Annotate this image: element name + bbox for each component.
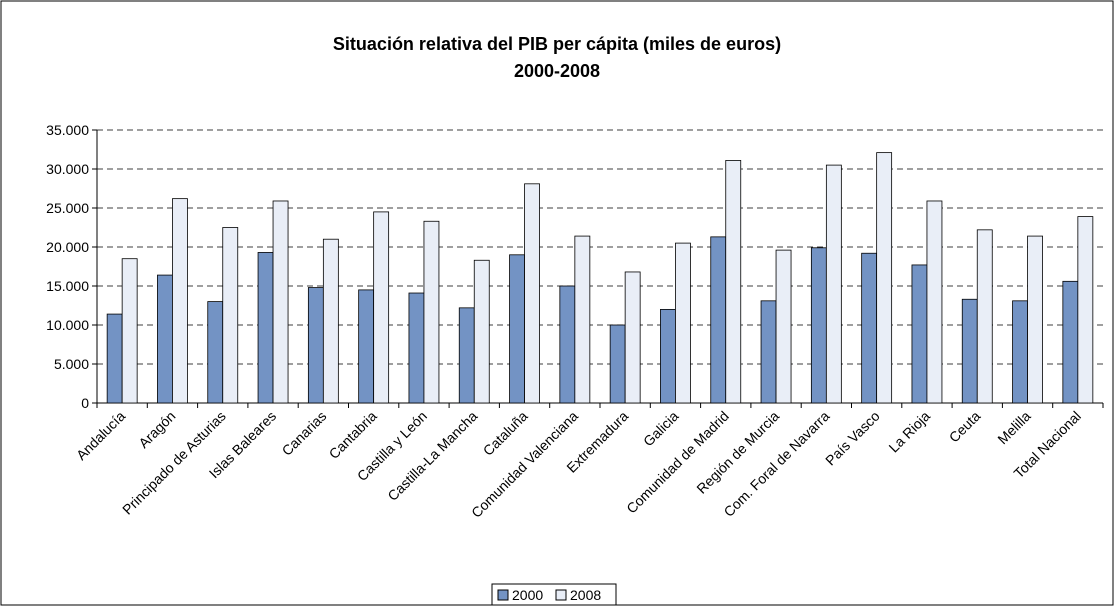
- bar: [710, 236, 727, 404]
- chart-subtitle: 2000-2008: [514, 61, 600, 81]
- bar: [624, 271, 641, 404]
- y-tick-label: 0: [81, 395, 89, 411]
- chart-title: Situación relativa del PIB per cápita (m…: [333, 34, 781, 54]
- legend-label: 2008: [570, 587, 601, 603]
- bar: [172, 198, 188, 404]
- bar: [559, 285, 576, 404]
- bar: [574, 235, 591, 404]
- bar: [207, 301, 224, 404]
- bar: [307, 287, 324, 404]
- bar: [926, 200, 943, 404]
- bar: [810, 247, 827, 404]
- bar: [976, 229, 993, 404]
- y-tick-label: 35.000: [46, 122, 89, 138]
- y-tick-label: 15.000: [46, 278, 89, 294]
- bar: [1062, 280, 1079, 404]
- bar: [373, 211, 390, 404]
- bar: [509, 254, 525, 404]
- bar: [423, 220, 440, 404]
- bar: [524, 183, 540, 404]
- bar: [272, 200, 289, 404]
- bar: [408, 292, 425, 404]
- bar: [458, 307, 475, 404]
- y-tick-label: 30.000: [46, 161, 89, 177]
- y-tick-label: 25.000: [46, 200, 89, 216]
- bar: [106, 313, 123, 404]
- bar: [1077, 216, 1094, 404]
- bar: [725, 160, 742, 404]
- bar: [257, 252, 274, 404]
- legend-box: [491, 583, 617, 606]
- y-tick-label: 10.000: [46, 317, 89, 333]
- legend-label: 2000: [512, 587, 543, 603]
- bar: [660, 308, 676, 404]
- bar: [961, 298, 978, 404]
- bar: [609, 324, 626, 404]
- bar: [1027, 235, 1043, 404]
- bar: [825, 164, 842, 404]
- bar: [675, 242, 691, 404]
- bar: [358, 289, 375, 404]
- bar: [121, 258, 138, 404]
- bar: [775, 249, 792, 404]
- legend-swatch: [555, 589, 567, 601]
- y-tick-label: 5.000: [54, 356, 89, 372]
- bar: [1012, 300, 1028, 404]
- bar: [861, 252, 878, 404]
- bar: [473, 259, 490, 404]
- legend-swatch: [497, 589, 509, 601]
- bar: [876, 152, 893, 404]
- bar: [322, 238, 339, 404]
- bar: [222, 227, 239, 404]
- bar: [911, 264, 928, 404]
- bar: [760, 300, 777, 404]
- y-tick-label: 20.000: [46, 239, 89, 255]
- bar: [157, 274, 173, 404]
